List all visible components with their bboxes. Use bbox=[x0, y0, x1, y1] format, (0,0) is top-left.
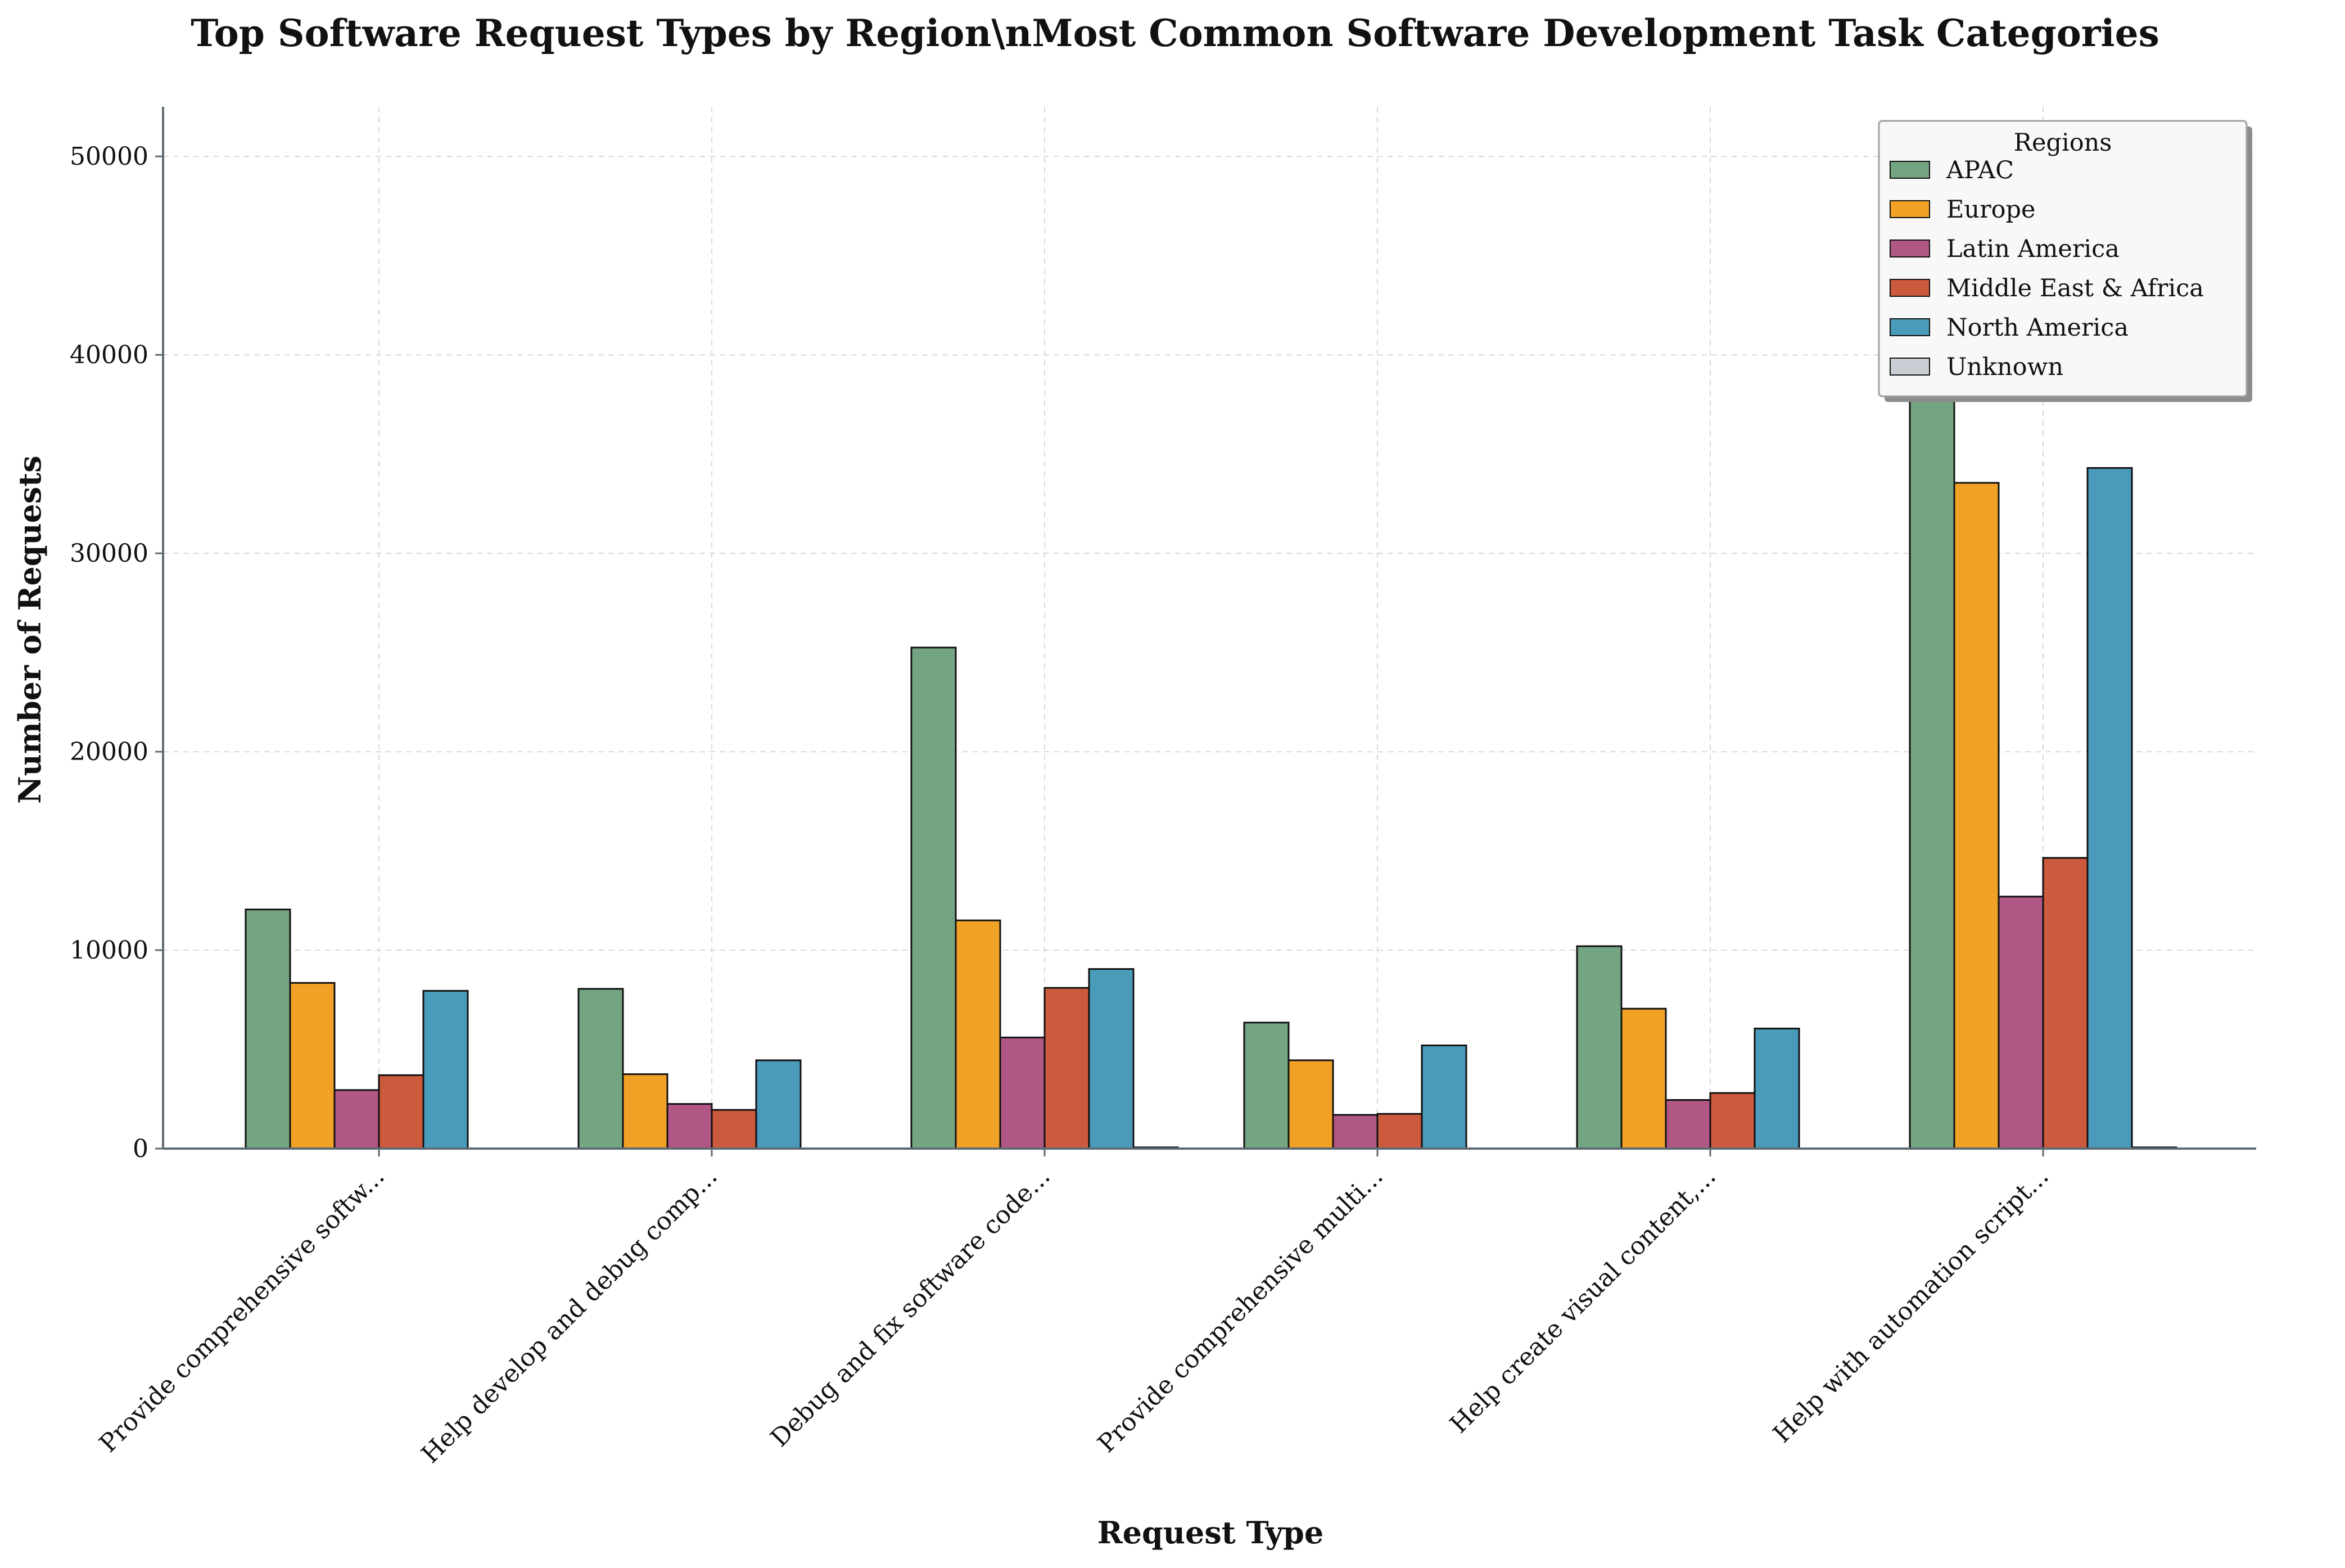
x-tick-label: Help with automation script... bbox=[1768, 1162, 2054, 1449]
legend-label-unknown: Unknown bbox=[1946, 353, 2063, 381]
bar-europe-1 bbox=[289, 982, 336, 1150]
legend-box bbox=[1878, 120, 2248, 397]
legend-label-apac: APAC bbox=[1946, 156, 2014, 184]
axes bbox=[155, 107, 2256, 1156]
x-tick-label: Help develop and debug comp... bbox=[416, 1162, 723, 1469]
legend-title: Regions bbox=[2014, 129, 2112, 157]
legend-swatch-unknown bbox=[1890, 358, 1930, 376]
bar-latin-america-1 bbox=[333, 1089, 380, 1150]
bar-europe-2 bbox=[622, 1073, 668, 1150]
bars bbox=[245, 155, 2177, 1150]
legend-swatch-apac bbox=[1890, 161, 1930, 179]
bar-north-america-5 bbox=[1754, 1027, 1800, 1150]
bar-latin-america-5 bbox=[1665, 1099, 1711, 1150]
y-tick-label: 0 bbox=[133, 1135, 148, 1163]
bar-north-america-4 bbox=[1421, 1044, 1467, 1150]
legend: Regions APAC Europe Latin America Middle Ea… bbox=[1878, 120, 2252, 402]
bar-europe-3 bbox=[955, 919, 1001, 1150]
legend-swatch-north-america bbox=[1890, 318, 1930, 336]
bar-latin-america-2 bbox=[666, 1103, 713, 1150]
legend-swatch-latin-america bbox=[1890, 240, 1930, 257]
bar-apac-4 bbox=[1243, 1022, 1290, 1150]
y-tick-label: 50000 bbox=[70, 142, 148, 171]
bar-north-america-1 bbox=[422, 989, 469, 1150]
bar-north-america-2 bbox=[755, 1059, 802, 1150]
bar-latin-america-4 bbox=[1332, 1114, 1379, 1150]
bar-apac-3 bbox=[910, 647, 957, 1150]
bar-latin-america-6 bbox=[1998, 896, 2044, 1150]
legend-swatch-europe bbox=[1890, 200, 1930, 218]
x-tick-label: Provide comprehensive softw... bbox=[94, 1162, 390, 1458]
legend-label-europe: Europe bbox=[1946, 196, 2036, 224]
bar-europe-5 bbox=[1620, 1007, 1667, 1150]
legend-label-middle-east-africa: Middle East & Africa bbox=[1946, 274, 2204, 302]
bar-apac-2 bbox=[577, 988, 624, 1150]
bar-europe-6 bbox=[1953, 482, 2000, 1150]
y-tick-label: 20000 bbox=[70, 738, 148, 766]
bar-middle-east-africa-4 bbox=[1376, 1113, 1423, 1150]
legend-swatch-middle-east-africa bbox=[1890, 279, 1930, 297]
chart-title: Top Software Request Types by Region\nMo… bbox=[191, 11, 2159, 55]
legend-items: APAC Europe Latin America Middle East & Afr… bbox=[1890, 156, 2204, 381]
y-tick-label: 30000 bbox=[70, 539, 148, 568]
y-tick-label: 10000 bbox=[70, 936, 148, 965]
bar-middle-east-africa-3 bbox=[1043, 987, 1090, 1150]
bar-apac-5 bbox=[1576, 945, 1623, 1150]
bar-latin-america-3 bbox=[999, 1036, 1046, 1150]
x-tick-label: Help create visual content,... bbox=[1444, 1162, 1722, 1439]
bar-apac-1 bbox=[245, 909, 291, 1150]
bar-middle-east-africa-5 bbox=[1709, 1092, 1756, 1150]
x-tick-label: Debug and fix software code... bbox=[765, 1162, 1056, 1453]
x-axis-label: Request Type bbox=[1097, 1515, 1324, 1551]
y-axis-label: Number of Requests bbox=[12, 455, 48, 804]
bar-europe-4 bbox=[1287, 1059, 1334, 1150]
x-tick-label: Provide comprehensive multi... bbox=[1092, 1162, 1389, 1458]
bar-north-america-3 bbox=[1088, 968, 1135, 1150]
y-tick-labels: 0 10000 20000 30000 40000 50000 bbox=[70, 142, 148, 1163]
y-tick-label: 40000 bbox=[70, 341, 148, 369]
legend-label-latin-america: Latin America bbox=[1946, 235, 2120, 263]
bar-north-america-6 bbox=[2086, 467, 2133, 1150]
bar-middle-east-africa-1 bbox=[378, 1074, 424, 1150]
legend-label-north-america: North America bbox=[1946, 314, 2129, 342]
bar-middle-east-africa-6 bbox=[2042, 857, 2089, 1150]
x-tick-labels: Provide comprehensive softw... Help devel… bbox=[94, 1162, 2054, 1469]
bar-middle-east-africa-2 bbox=[711, 1109, 757, 1150]
